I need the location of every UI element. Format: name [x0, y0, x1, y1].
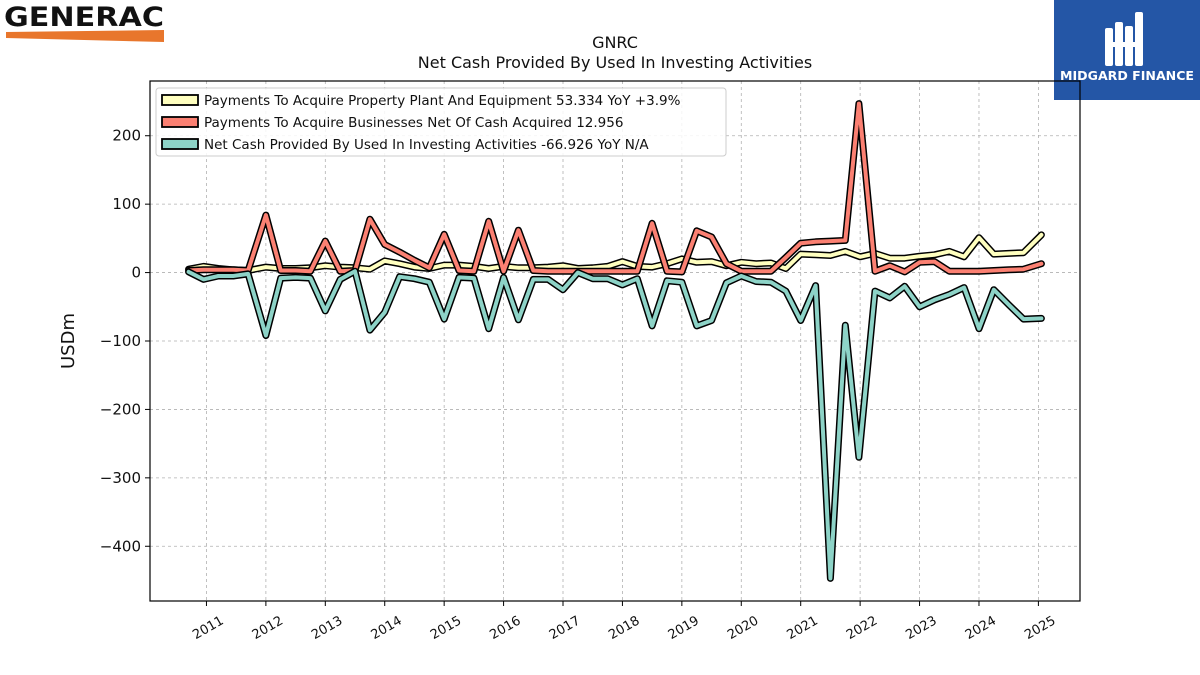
series-line-1: [186, 101, 1044, 274]
midgard-logo-text: MIDGARD FINANCE: [1060, 69, 1194, 83]
series-lines: [185, 100, 1045, 582]
x-tick-label: 2021: [785, 613, 821, 643]
y-tick-label: −400: [100, 537, 141, 555]
series-line-0: [186, 232, 1044, 273]
midgard-emblem-icon: [1105, 12, 1143, 66]
x-tick-label: 2020: [725, 613, 761, 643]
legend-swatch-2: [161, 138, 199, 150]
legend-label-2: Net Cash Provided By Used In Investing A…: [204, 137, 649, 153]
x-tick-label: 2015: [428, 613, 464, 643]
legend-swatch-1: [161, 116, 199, 128]
x-tick-label: 2017: [547, 613, 583, 643]
y-tick-label: 100: [112, 195, 141, 213]
x-tick-label: 2019: [666, 613, 702, 643]
x-tick-label: 2025: [1022, 613, 1058, 643]
chart-title: GNRC: [592, 33, 638, 52]
y-tick-label: −100: [100, 332, 141, 350]
legend-label-1: Payments To Acquire Businesses Net Of Ca…: [204, 115, 623, 131]
y-tick-label: −300: [100, 469, 141, 487]
grid-lines: [150, 81, 1080, 601]
series-line-2: [186, 269, 1044, 581]
series-line-outline-2: [185, 267, 1045, 582]
x-tick-label: 2012: [250, 613, 286, 643]
midgard-finance-logo: MIDGARD FINANCE: [1054, 0, 1200, 100]
x-tick-label: 2018: [606, 613, 642, 643]
x-tick-label: 2022: [844, 613, 880, 643]
generac-logo-swoosh: [6, 30, 164, 42]
legend: Payments To Acquire Property Plant And E…: [155, 87, 727, 157]
y-tick-label: 200: [112, 127, 141, 145]
x-tick-label: 2024: [963, 613, 999, 643]
x-tick-label: 2023: [903, 613, 939, 643]
y-tick-label: 0: [131, 264, 141, 282]
legend-label-0: Payments To Acquire Property Plant And E…: [204, 93, 681, 109]
chart-subtitle: Net Cash Provided By Used In Investing A…: [418, 53, 812, 72]
y-tick-label: −200: [100, 400, 141, 418]
y-axis-label: USDm: [58, 313, 79, 369]
axes: 200 100 0 −100 −200 −300 −400 2011 2012 2013 2014 2…: [100, 80, 1081, 643]
legend-box: [155, 87, 727, 157]
generac-logo: GENERAC: [4, 2, 176, 44]
generac-logo-text: GENERAC: [4, 2, 164, 33]
x-tick-label: 2014: [369, 613, 405, 643]
x-tick-label: 2016: [487, 613, 523, 643]
legend-swatch-0: [161, 94, 199, 106]
x-tick-label: 2011: [190, 613, 226, 643]
x-tick-label: 2013: [309, 613, 345, 643]
